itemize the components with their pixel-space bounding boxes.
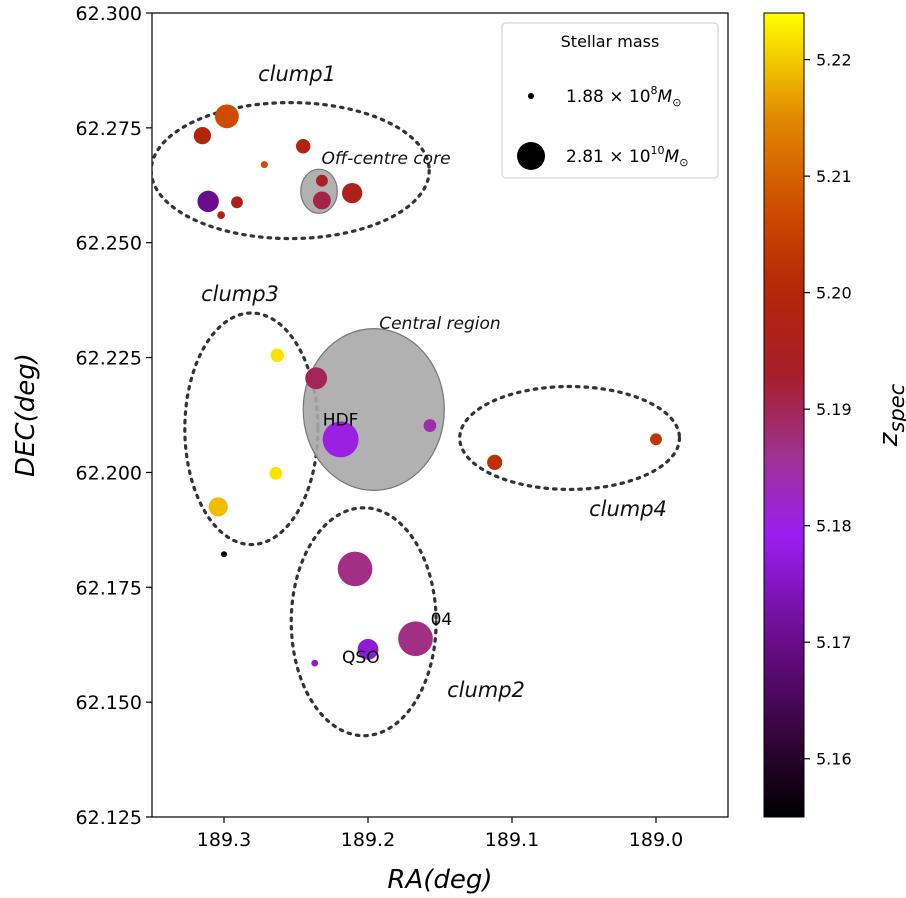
region-labels: clump1 clump3 clump4 clump2 Central region Of… — [201, 62, 667, 702]
galaxy-point-14 — [322, 421, 359, 458]
x-tick-label: 189.1 — [485, 829, 539, 851]
y-tick-label: 62.175 — [76, 577, 142, 599]
colorbar-tick-label: 5.17 — [816, 633, 852, 652]
annotation-hdf: HDF — [323, 411, 359, 431]
colorbar-tick-label: 5.22 — [816, 51, 852, 70]
galaxy-point-13 — [423, 419, 437, 432]
label-clump3: clump3 — [201, 282, 279, 306]
galaxy-point-15 — [269, 466, 283, 480]
colorbar-label: zspec — [874, 383, 906, 447]
galaxy-point-5 — [316, 174, 328, 187]
galaxy-point-19 — [398, 621, 433, 657]
y-tick-label: 62.225 — [76, 348, 142, 370]
y-axis: 62.125 62.150 62.175 62.200 62.225 62.250 62.2… — [76, 3, 152, 829]
legend-box — [501, 22, 719, 179]
annotations-layer: HDF QSO 04 — [323, 411, 452, 669]
colorbar-tick-label: 5.18 — [816, 517, 852, 536]
galaxy-point-6 — [312, 191, 331, 210]
galaxy-point-17 — [221, 551, 227, 558]
galaxy-point-8 — [197, 190, 219, 213]
legend-title: Stellar mass — [561, 32, 660, 51]
x-tick-label: 189.3 — [197, 829, 251, 851]
colorbar-tick-label: 5.19 — [816, 400, 852, 419]
galaxy-point-4 — [260, 161, 268, 169]
galaxy-point-18 — [337, 551, 373, 587]
galaxy-point-12 — [305, 367, 328, 390]
label-off-centre-core: Off-centre core — [321, 149, 450, 169]
x-axis-label: RA(deg) — [387, 865, 492, 895]
region-clump2 — [289, 506, 438, 738]
region-clump1 — [152, 101, 431, 241]
y-tick-label: 62.150 — [76, 692, 142, 714]
legend-marker-small — [528, 93, 534, 99]
galaxy-point-11 — [270, 348, 285, 363]
colorbar-ticks: 5.16 5.17 5.18 5.19 5.20 5.21 5.22 — [804, 51, 852, 769]
region-central-region — [302, 328, 445, 491]
legend: Stellar mass 1.88 × 108M⊙ 2.81 × 1010M⊙ — [501, 22, 719, 179]
colorbar — [763, 12, 805, 818]
galaxy-point-10 — [217, 211, 225, 219]
galaxy-point-22 — [487, 454, 503, 470]
label-central-region: Central region — [379, 314, 500, 334]
colorbar-tick-label: 5.21 — [816, 167, 852, 186]
legend-marker-large — [517, 142, 545, 170]
colorbar-tick-label: 5.20 — [816, 284, 852, 303]
y-tick-label: 62.300 — [76, 3, 142, 25]
x-tick-label: 189.0 — [629, 829, 683, 851]
galaxy-point-16 — [208, 497, 228, 517]
region-clump4 — [458, 384, 682, 492]
annotation-qso: QSO — [342, 648, 380, 668]
annotation-04: 04 — [431, 610, 453, 630]
label-clump2: clump2 — [447, 678, 525, 702]
y-tick-label: 62.200 — [76, 462, 142, 484]
label-clump1: clump1 — [258, 62, 336, 86]
galaxy-point-1 — [214, 104, 239, 129]
label-clump4: clump4 — [589, 497, 667, 521]
galaxy-point-7 — [342, 182, 363, 204]
galaxy-point-2 — [193, 127, 212, 145]
y-axis-label: DEC(deg) — [11, 353, 41, 477]
points-layer — [193, 104, 662, 667]
y-tick-label: 62.250 — [76, 233, 142, 255]
legend-label-small: 1.88 × 108M⊙ — [566, 84, 681, 109]
galaxy-point-21 — [311, 659, 319, 667]
galaxy-point-23 — [650, 433, 662, 446]
legend-label-large: 2.81 × 1010M⊙ — [566, 144, 688, 169]
y-tick-label: 62.125 — [76, 807, 142, 829]
galaxy-point-20 — [357, 638, 379, 660]
y-tick-label: 62.275 — [76, 118, 142, 140]
galaxy-point-3 — [295, 139, 311, 154]
colorbar-tick-label: 5.16 — [816, 750, 852, 769]
x-axis: 189.3 189.2 189.1 189.0 — [197, 817, 683, 851]
galaxy-point-9 — [231, 196, 243, 209]
x-tick-label: 189.2 — [341, 829, 395, 851]
